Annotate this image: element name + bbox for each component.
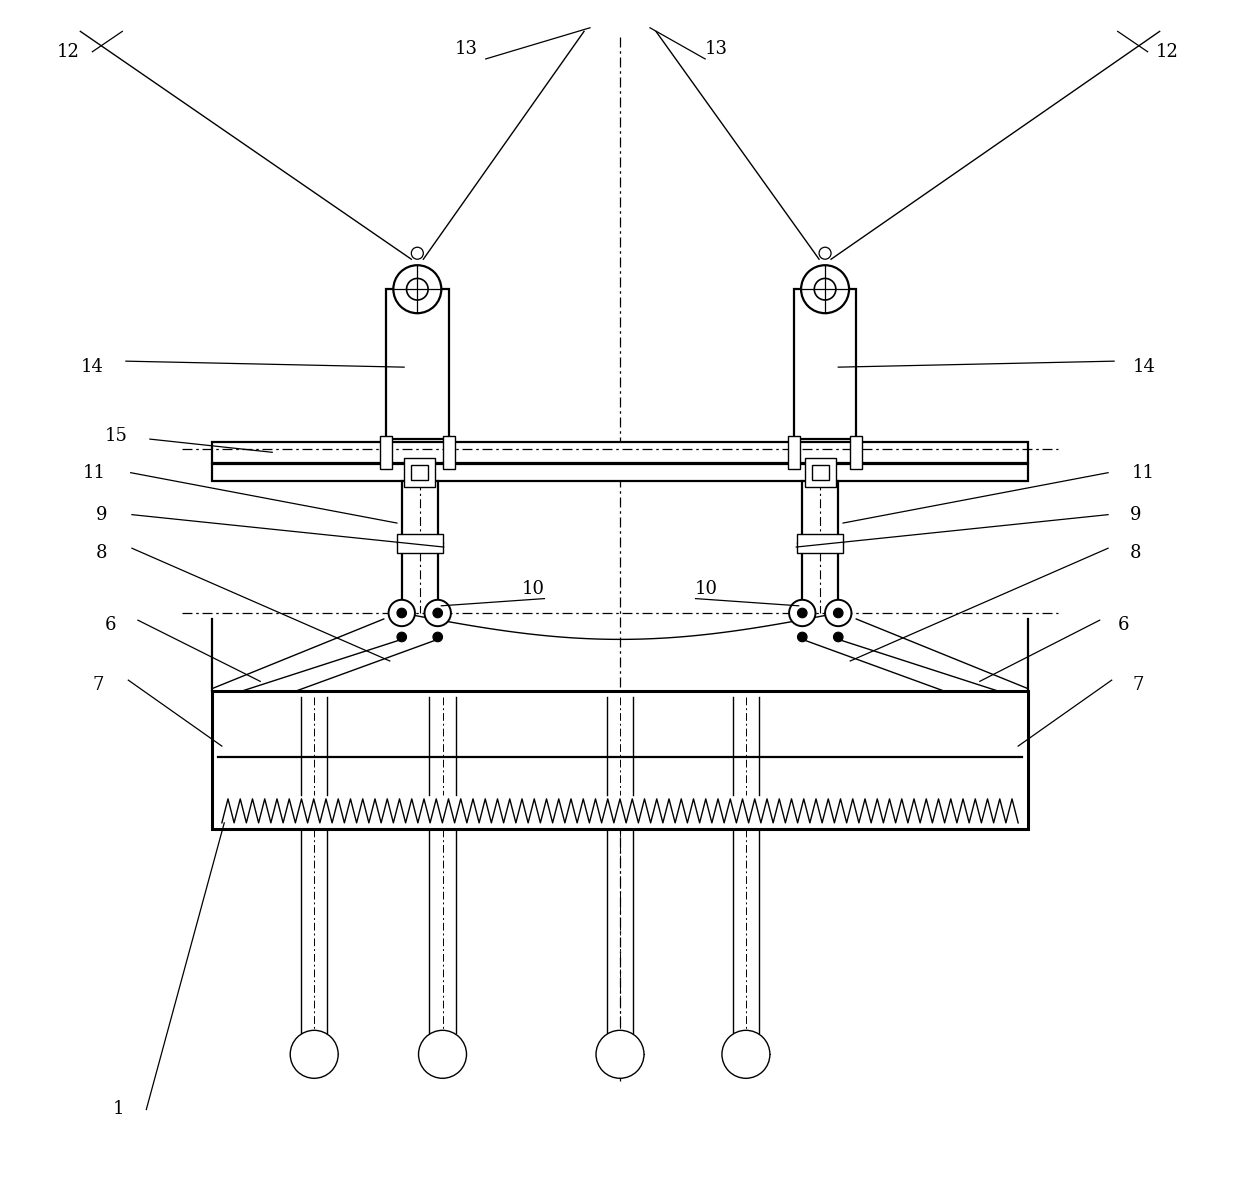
Circle shape	[407, 279, 428, 300]
Text: 10: 10	[694, 581, 718, 599]
Text: 14: 14	[81, 358, 104, 376]
Bar	[212, 691, 1028, 829]
Circle shape	[801, 266, 849, 314]
Bar	[212, 464, 1028, 481]
Circle shape	[820, 248, 831, 260]
Circle shape	[833, 608, 843, 618]
Text: 6: 6	[104, 615, 117, 633]
Text: 15: 15	[105, 427, 128, 445]
Text: 13: 13	[704, 41, 728, 59]
Bar	[794, 290, 857, 439]
Circle shape	[397, 632, 407, 642]
Circle shape	[419, 1030, 466, 1078]
Circle shape	[797, 632, 807, 642]
Circle shape	[433, 608, 443, 618]
Bar	[212, 441, 1028, 463]
Circle shape	[797, 608, 807, 618]
Text: 11: 11	[1131, 464, 1154, 482]
Text: 7: 7	[93, 676, 104, 694]
Bar	[812, 465, 828, 480]
Bar	[412, 465, 428, 480]
Circle shape	[722, 1030, 770, 1078]
Bar	[797, 534, 843, 553]
Circle shape	[815, 279, 836, 300]
Circle shape	[789, 600, 816, 626]
Text: 14: 14	[1132, 358, 1156, 376]
Circle shape	[596, 1030, 644, 1078]
Text: 11: 11	[83, 464, 107, 482]
Circle shape	[412, 248, 423, 260]
Bar	[381, 435, 392, 469]
Bar	[787, 435, 800, 469]
Circle shape	[393, 266, 441, 314]
Bar	[443, 435, 455, 469]
Text: 12: 12	[1156, 43, 1178, 61]
Circle shape	[833, 632, 843, 642]
Bar	[404, 458, 435, 487]
Text: 10: 10	[522, 581, 546, 599]
Circle shape	[397, 608, 407, 618]
Text: 9: 9	[97, 506, 108, 524]
Text: 8: 8	[1130, 545, 1141, 563]
Bar	[386, 290, 449, 439]
Bar	[851, 435, 862, 469]
Circle shape	[424, 600, 451, 626]
Circle shape	[290, 1030, 339, 1078]
Text: 1: 1	[113, 1101, 124, 1119]
Text: 6: 6	[1118, 615, 1130, 633]
Text: 12: 12	[57, 43, 79, 61]
Circle shape	[825, 600, 852, 626]
Text: 8: 8	[97, 545, 108, 563]
Bar	[805, 458, 836, 487]
Circle shape	[388, 600, 415, 626]
Text: 7: 7	[1132, 676, 1143, 694]
Circle shape	[433, 632, 443, 642]
Text: 13: 13	[455, 41, 477, 59]
Bar	[397, 534, 443, 553]
Text: 9: 9	[1130, 506, 1141, 524]
